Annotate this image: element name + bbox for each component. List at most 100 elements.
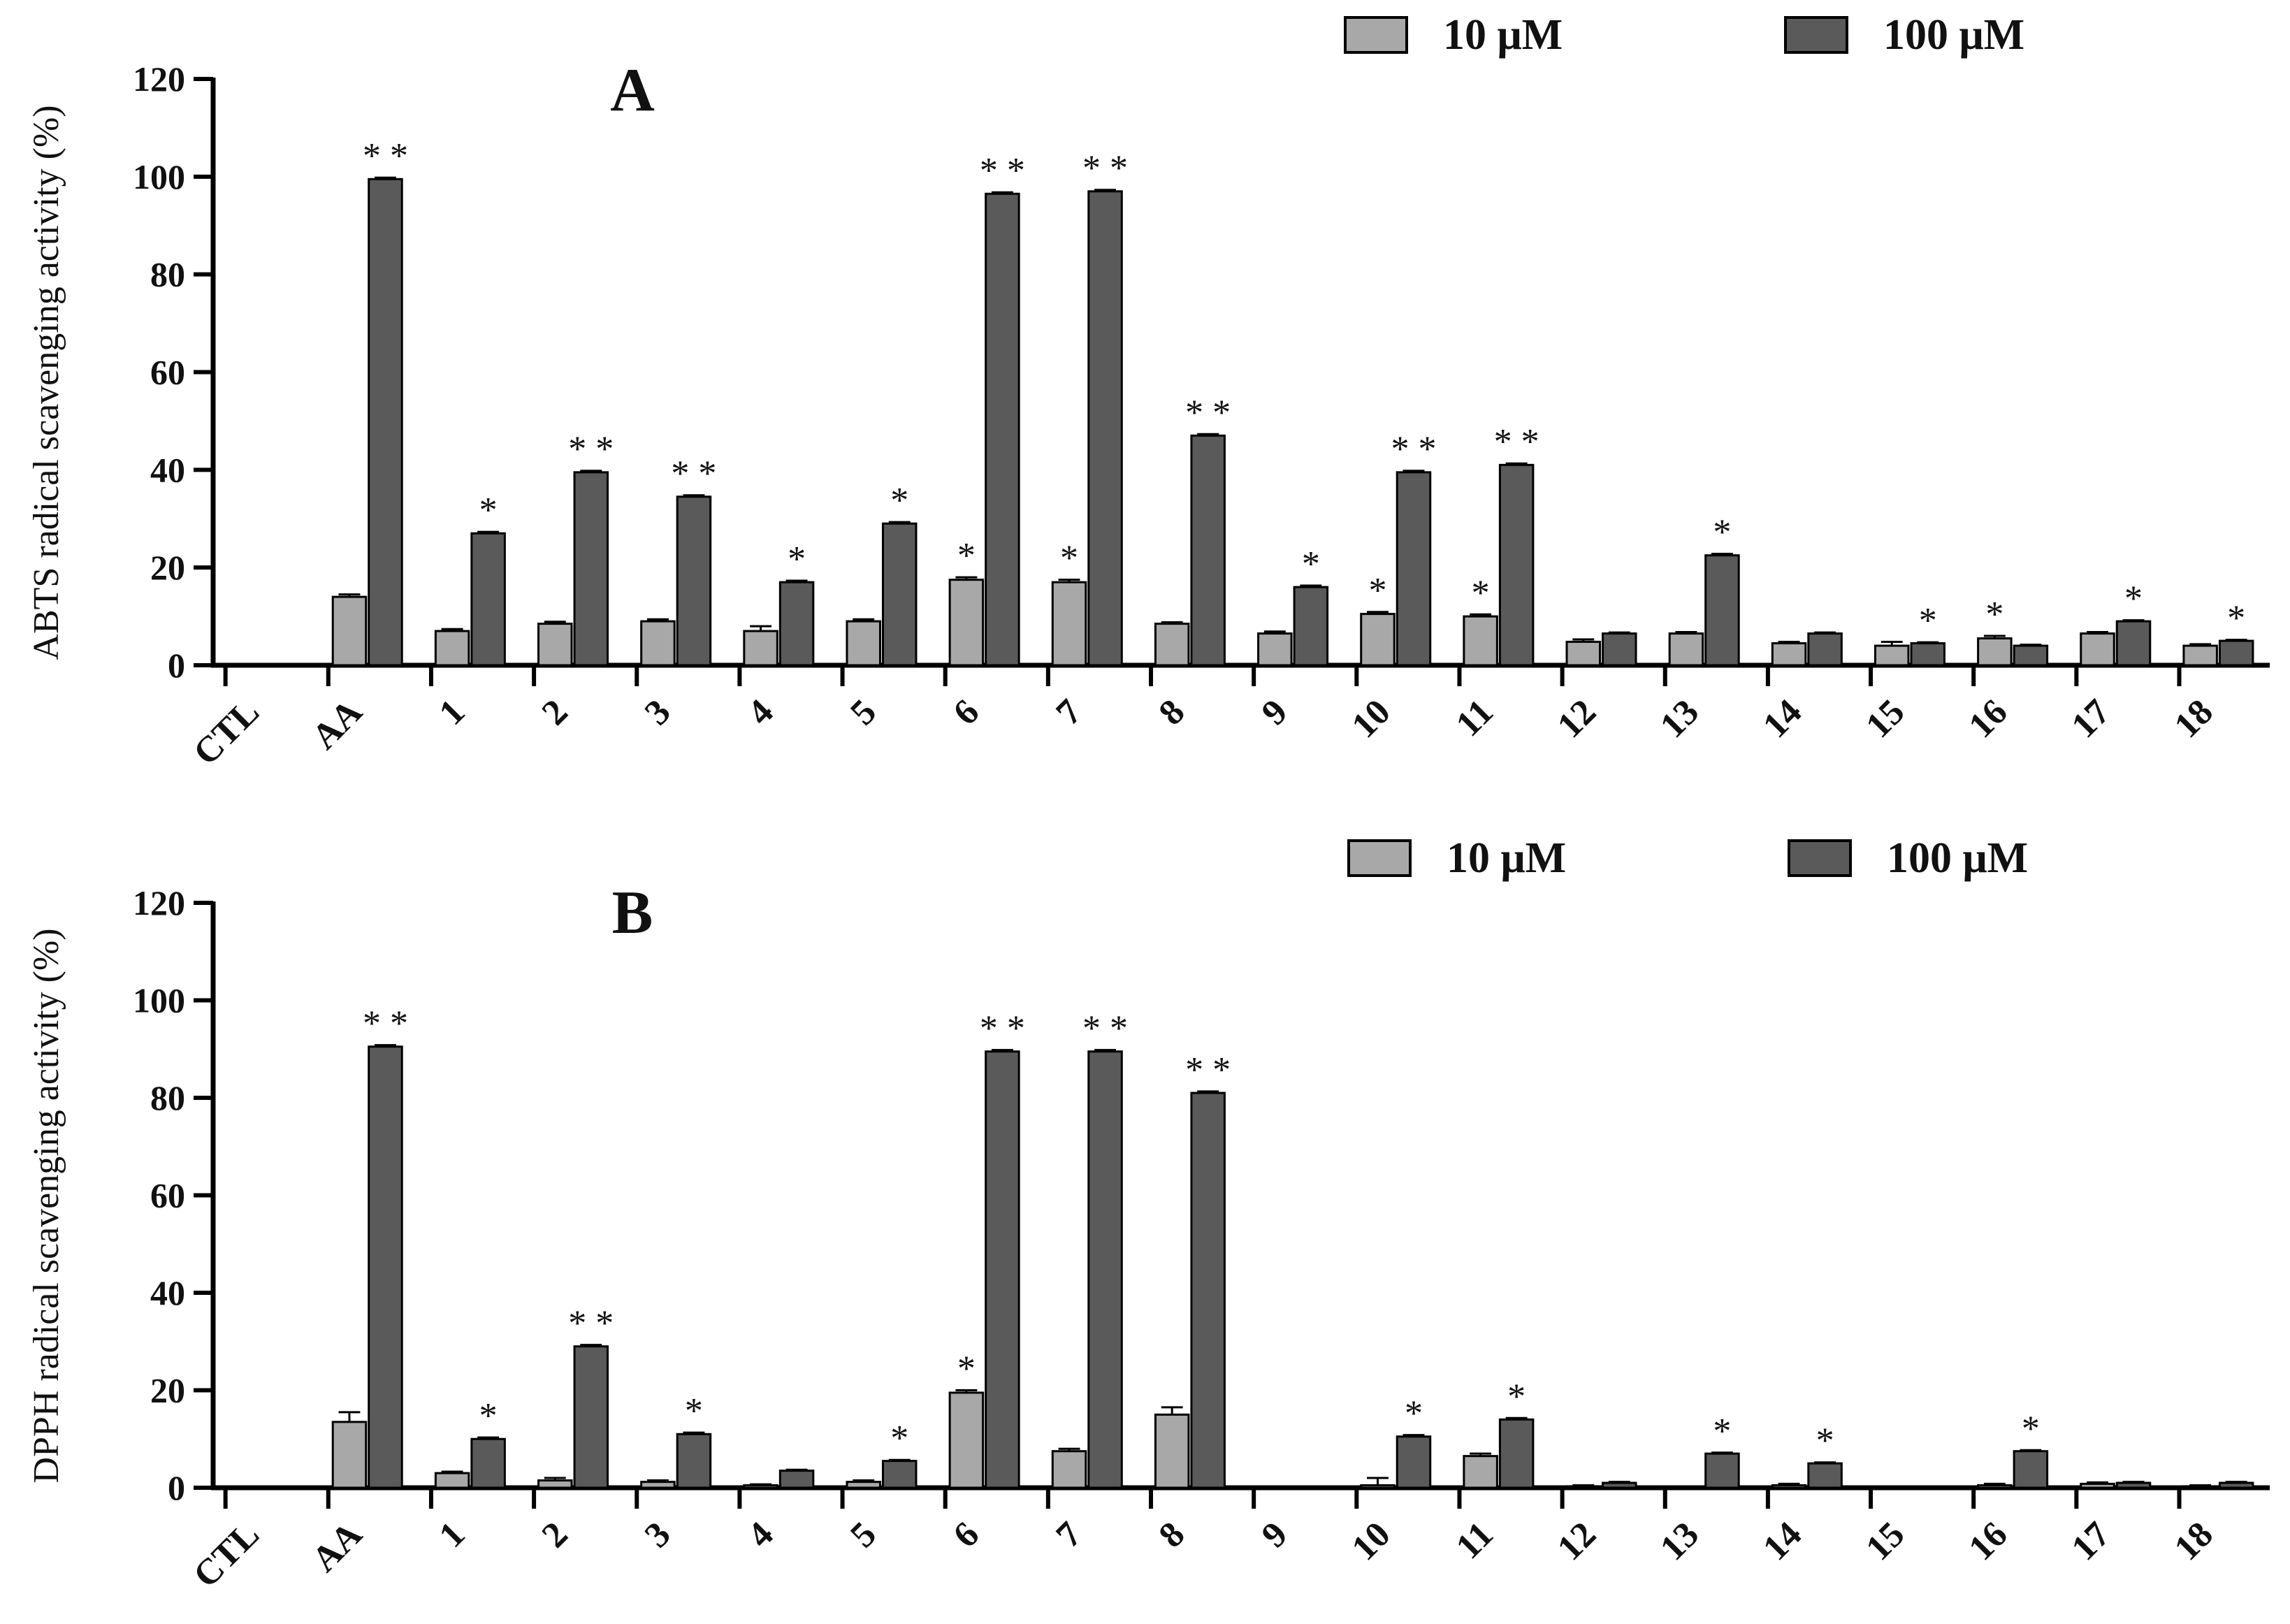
significance-marker-high: * * [1082,149,1128,189]
chart-panel-a: 0 20 40 60 80 100 120 ABTS radical scavenging a… [27,11,2270,773]
bar-low [434,1472,470,1489]
bar-high [1396,471,1432,667]
y-tick-label: 20 [150,1371,185,1410]
legend-label-high: 100 μM [1887,834,2028,882]
legend-swatch-high [1788,839,1852,877]
bar-low [2080,1482,2115,1489]
bar-high [2218,1481,2254,1489]
significance-marker-low: * [957,1349,976,1389]
bar-low [331,1421,368,1489]
bar-low [846,620,881,667]
bar-high [1498,1418,1535,1489]
significance-marker-high: * [1405,1394,1423,1434]
bar-high [1190,1092,1226,1489]
bar-low [743,1484,778,1489]
significance-marker-high: * [890,481,908,521]
bar-high [1498,463,1535,667]
significance-marker-high: * * [980,1009,1025,1049]
significance-marker-low: * [1368,571,1386,611]
bar-low [434,630,470,667]
bar-low [1977,1484,2013,1489]
bar-high [1396,1435,1432,1489]
bar-high [2115,620,2152,667]
bar-high [881,1460,918,1489]
significance-marker-high: * * [980,151,1025,191]
bar-high [881,522,918,667]
legend-label-low: 10 μM [1443,11,1563,59]
significance-marker-high: * [479,1396,498,1436]
bar-high [2013,1450,2049,1489]
y-tick-label: 40 [150,450,185,489]
y-tick-label: 80 [150,255,185,294]
bar-low [1565,1485,1602,1489]
significance-marker-high: * [1713,1412,1731,1451]
y-tick-label: 60 [150,353,185,392]
significance-marker-high: * [1302,544,1320,584]
significance-marker-high: * * [568,430,614,470]
y-tick-label: 20 [150,548,185,587]
bar-low [2182,1485,2218,1489]
bar-low [1874,644,1910,667]
bar-high [470,532,506,667]
bar-high [1087,1050,1123,1489]
bar-low [331,595,368,667]
bar-low [2080,632,2115,667]
bar-high [573,471,609,667]
bar-high [1190,434,1226,667]
bar-high [470,1437,506,1489]
bar-low [1257,632,1293,667]
bar-low [1771,1484,1807,1489]
bar-low [1463,1455,1498,1489]
significance-marker-high: * [2227,599,2245,639]
legend-swatch-low [1347,839,1412,877]
significance-marker-high: * * [363,136,408,176]
significance-marker-high: * * [1185,1050,1231,1090]
bar-low [1360,1484,1396,1489]
bar-high [1704,1452,1740,1489]
significance-marker-high: * [890,1419,908,1458]
significance-marker-high: * [1507,1377,1526,1416]
significance-marker-high: * [479,491,498,530]
significance-marker-high: * * [1082,1009,1128,1049]
bar-high [2218,639,2254,667]
legend-swatch-high [1784,16,1848,54]
bar-high [1293,586,1329,667]
bar-low [1668,632,1704,667]
bar-low [1771,642,1807,667]
bar-low [537,1479,573,1489]
bar-low [948,579,985,667]
bar-high [1910,642,1945,667]
bar-low [1463,615,1498,667]
bar-low [1154,623,1190,667]
bar-high [676,1433,712,1489]
significance-marker-high: * [2022,1409,2040,1449]
bar-low [537,623,573,667]
bar-high [1807,1462,1843,1489]
bar-high [1704,554,1740,667]
bar-low [640,1481,676,1489]
bar-high [2013,644,2049,667]
significance-marker-high: * [1816,1421,1834,1461]
significance-marker-low: * [957,536,976,576]
y-tick-label: 120 [133,59,185,99]
legend-swatch-low [1344,16,1408,54]
significance-marker-high: * * [1185,393,1231,433]
legend-label-high: 100 μM [1883,11,2024,59]
y-tick-label: 60 [150,1176,185,1215]
bar-high [368,1045,403,1489]
significance-marker-high: * [685,1391,703,1431]
significance-marker-high: * [788,539,806,579]
bar-high [676,495,712,667]
significance-marker-high: * * [363,1004,408,1044]
bar-low [1977,637,2013,667]
panel-letter-a: A [610,57,655,124]
significance-marker-high: * [1919,601,1937,641]
y-axis-label: DPPH radical scavenging activity (%) [27,928,66,1483]
bar-high [573,1345,609,1489]
bar-low [846,1481,881,1489]
bar-low [948,1391,985,1489]
y-tick-label: 100 [133,157,185,196]
bar-low [640,620,676,667]
bar-high [778,1470,815,1489]
legend-label-low: 10 μM [1447,834,1566,882]
